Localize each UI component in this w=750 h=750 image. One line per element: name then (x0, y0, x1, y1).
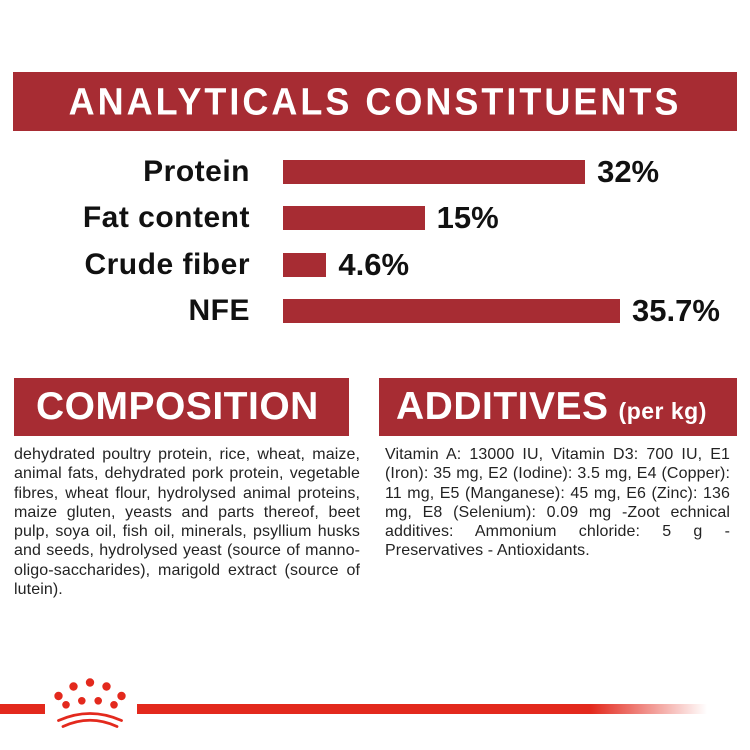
analytical-constituents-chart: Protein 32% Fat content 15% Crude fiber 4.6% N… (0, 149, 750, 334)
chart-bar (283, 160, 586, 185)
chart-value-label: 35.7% (632, 293, 720, 329)
analyticals-title: ANALYTICALS CONSTITUENTS (68, 79, 682, 123)
additives-header-box: ADDITIVES (per kg) (379, 378, 737, 436)
chart-row-fat-content: Fat content 15% (0, 195, 750, 241)
chart-value-label: 4.6% (338, 246, 410, 282)
analyticals-header-band: ANALYTICALS CONSTITUENTS (13, 72, 737, 131)
chart-value-label: 32% (597, 154, 660, 190)
additives-title: ADDITIVES (per kg) (396, 385, 707, 428)
chart-bar (283, 252, 327, 277)
chart-category-label: Fat content (82, 201, 250, 235)
additives-unit-label: (per kg) (618, 398, 707, 424)
footer-stripe-left (0, 704, 45, 714)
chart-category-label: NFE (188, 294, 250, 328)
chart-category-label: Crude fiber (84, 247, 250, 281)
chart-category-label: Protein (143, 155, 250, 189)
chart-row-crude-fiber: Crude fiber 4.6% (0, 242, 750, 288)
composition-section: COMPOSITION dehydrated poultry protein, … (14, 378, 360, 599)
composition-header-box: COMPOSITION (14, 378, 349, 436)
additives-section: ADDITIVES (per kg) Vitamin A: 13000 IU, V… (379, 378, 737, 599)
chart-row-protein: Protein 32% (0, 149, 750, 195)
footer-stripe-right (137, 704, 750, 714)
chart-value-label: 15% (436, 200, 499, 236)
info-columns: COMPOSITION dehydrated poultry protein, … (14, 378, 737, 599)
chart-row-nfe: NFE 35.7% (0, 288, 750, 334)
chart-bar (283, 206, 425, 231)
additives-text: Vitamin A: 13000 IU, Vitamin D3: 700 IU,… (385, 446, 730, 560)
composition-text: dehydrated poultry protein, rice, wheat,… (14, 446, 360, 599)
chart-bar (283, 299, 620, 324)
royal-canin-crown-logo (54, 678, 126, 728)
composition-title: COMPOSITION (36, 385, 319, 428)
